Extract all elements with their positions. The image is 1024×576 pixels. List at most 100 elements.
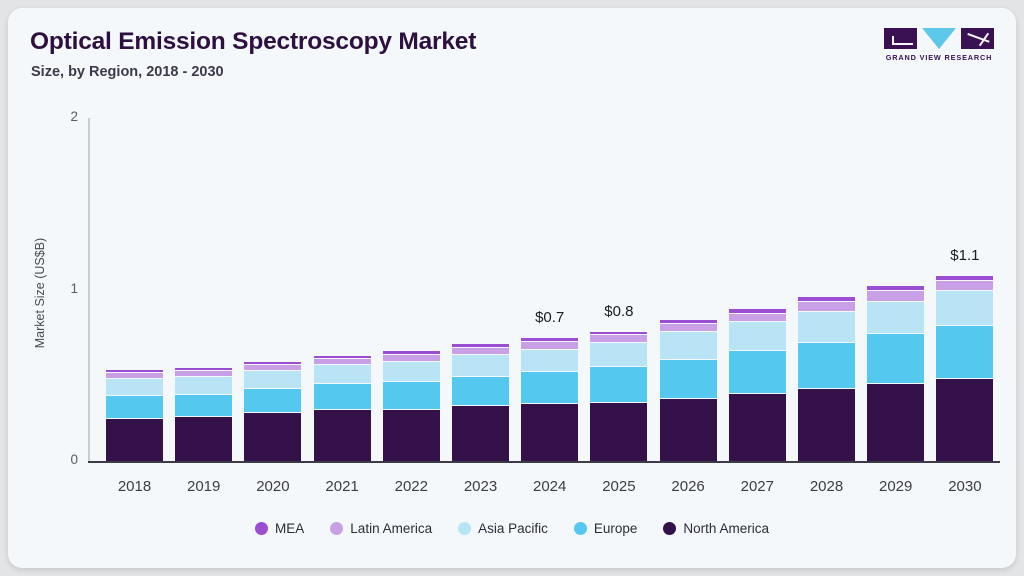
chart-header: Optical Emission Spectroscopy Market Siz…	[8, 8, 1016, 103]
bar-segment-north-america[interactable]	[382, 409, 440, 461]
bar-group[interactable]	[521, 338, 579, 461]
bar-segment-latin-america[interactable]	[313, 358, 371, 366]
chart-card: Optical Emission Spectroscopy Market Siz…	[8, 8, 1016, 568]
bar-value-label: $0.8	[604, 302, 634, 320]
bar-segment-north-america[interactable]	[659, 399, 717, 461]
bar-segment-asia-pacific[interactable]	[798, 311, 855, 343]
bar-segment-asia-pacific[interactable]	[728, 322, 786, 352]
x-axis-line	[88, 461, 1000, 463]
bar-segment-mea[interactable]	[867, 286, 925, 292]
bar-group[interactable]	[590, 331, 648, 461]
bar-segment-europe[interactable]	[452, 376, 509, 407]
bar-segment-north-america[interactable]	[728, 394, 786, 461]
bar-segment-asia-pacific[interactable]	[106, 379, 163, 397]
bar-group[interactable]	[659, 319, 717, 461]
bar-segment-mea[interactable]	[382, 351, 440, 355]
bar-segment-europe[interactable]	[106, 396, 163, 419]
x-tick-label: 2024	[533, 478, 567, 495]
bar-segment-latin-america[interactable]	[867, 291, 925, 302]
bar-segment-europe[interactable]	[313, 384, 371, 410]
bar-segment-europe[interactable]	[521, 371, 579, 405]
legend-item-mea[interactable]: MEA	[255, 521, 304, 536]
bar-segment-north-america[interactable]	[798, 388, 855, 461]
bar-value-label: $1.1	[950, 246, 980, 264]
legend-label: North America	[683, 521, 769, 536]
bar-segment-north-america[interactable]	[244, 413, 302, 462]
bar-segment-mea[interactable]	[106, 370, 163, 374]
bar-segment-europe[interactable]	[590, 366, 648, 403]
bar-segment-latin-america[interactable]	[659, 323, 717, 333]
bar-group[interactable]	[452, 344, 509, 461]
bar-segment-asia-pacific[interactable]	[936, 291, 994, 326]
bar-segment-europe[interactable]	[936, 325, 994, 379]
bar-segment-latin-america[interactable]	[521, 341, 579, 350]
bar-stack	[106, 370, 163, 462]
bar-group[interactable]	[936, 275, 994, 461]
bar-group[interactable]	[728, 309, 786, 461]
bar-segment-north-america[interactable]	[936, 378, 994, 461]
bar-segment-europe[interactable]	[728, 351, 786, 395]
bar-segment-europe[interactable]	[659, 359, 717, 400]
legend-item-north-america[interactable]: North America	[663, 521, 769, 536]
bar-segment-asia-pacific[interactable]	[867, 301, 925, 335]
bars-layer: 2018 2019 2020 2021 2022 2023 $0.7 2024 $0.8 2025…	[8, 8, 1016, 568]
bar-segment-mea[interactable]	[313, 355, 371, 359]
bar-segment-latin-america[interactable]	[175, 371, 233, 378]
bar-segment-mea[interactable]	[452, 344, 509, 348]
logo-g-cut	[892, 36, 913, 45]
bar-segment-mea[interactable]	[659, 319, 717, 324]
bar-segment-asia-pacific[interactable]	[175, 377, 233, 395]
bar-segment-north-america[interactable]	[313, 409, 371, 462]
bar-segment-north-america[interactable]	[106, 418, 163, 462]
bar-segment-asia-pacific[interactable]	[244, 370, 302, 390]
bar-segment-europe[interactable]	[244, 389, 302, 414]
bar-segment-mea[interactable]	[521, 338, 579, 342]
bar-segment-asia-pacific[interactable]	[590, 342, 648, 367]
legend-item-latin-america[interactable]: Latin America	[330, 521, 432, 536]
bar-stack	[244, 361, 302, 462]
legend-item-asia-pacific[interactable]: Asia Pacific	[458, 521, 548, 536]
bar-segment-latin-america[interactable]	[590, 334, 648, 343]
bar-segment-latin-america[interactable]	[728, 313, 786, 323]
bar-segment-latin-america[interactable]	[452, 347, 509, 355]
bar-segment-north-america[interactable]	[590, 402, 648, 461]
bar-segment-mea[interactable]	[798, 297, 855, 303]
bar-segment-europe[interactable]	[798, 342, 855, 389]
bar-segment-latin-america[interactable]	[106, 373, 163, 380]
bar-segment-mea[interactable]	[936, 275, 994, 281]
bar-group[interactable]	[313, 355, 371, 462]
bar-group[interactable]	[106, 370, 163, 462]
bar-stack	[175, 368, 233, 462]
bar-segment-north-america[interactable]	[452, 406, 509, 461]
bar-group[interactable]	[175, 368, 233, 462]
bar-group[interactable]	[244, 361, 302, 462]
bar-segment-mea[interactable]	[728, 309, 786, 314]
bar-segment-asia-pacific[interactable]	[452, 354, 509, 377]
bar-segment-mea[interactable]	[175, 368, 233, 372]
bar-segment-asia-pacific[interactable]	[313, 365, 371, 385]
bar-group[interactable]	[382, 351, 440, 461]
bar-segment-north-america[interactable]	[175, 416, 233, 462]
legend-label: Europe	[593, 521, 638, 536]
bar-group[interactable]	[867, 286, 925, 461]
bar-segment-latin-america[interactable]	[798, 302, 855, 312]
bar-group[interactable]	[798, 297, 855, 461]
bar-segment-north-america[interactable]	[521, 404, 579, 461]
bar-segment-latin-america[interactable]	[936, 280, 994, 292]
bar-segment-mea[interactable]	[244, 361, 302, 365]
bar-segment-europe[interactable]	[175, 394, 233, 417]
bar-segment-europe[interactable]	[382, 382, 440, 410]
bar-segment-asia-pacific[interactable]	[382, 361, 440, 383]
bar-segment-europe[interactable]	[867, 334, 925, 384]
chart-legend: MEA Latin America Asia Pacific Europe North …	[8, 521, 1016, 536]
bar-segment-mea[interactable]	[590, 331, 648, 335]
bar-segment-north-america[interactable]	[867, 383, 925, 461]
x-tick-label: 2022	[394, 478, 428, 495]
bar-segment-latin-america[interactable]	[382, 354, 440, 362]
bar-segment-asia-pacific[interactable]	[521, 349, 579, 372]
bar-stack	[452, 344, 509, 461]
bar-segment-asia-pacific[interactable]	[659, 332, 717, 360]
legend-item-europe[interactable]: Europe	[573, 521, 638, 536]
bar-segment-latin-america[interactable]	[244, 364, 302, 371]
